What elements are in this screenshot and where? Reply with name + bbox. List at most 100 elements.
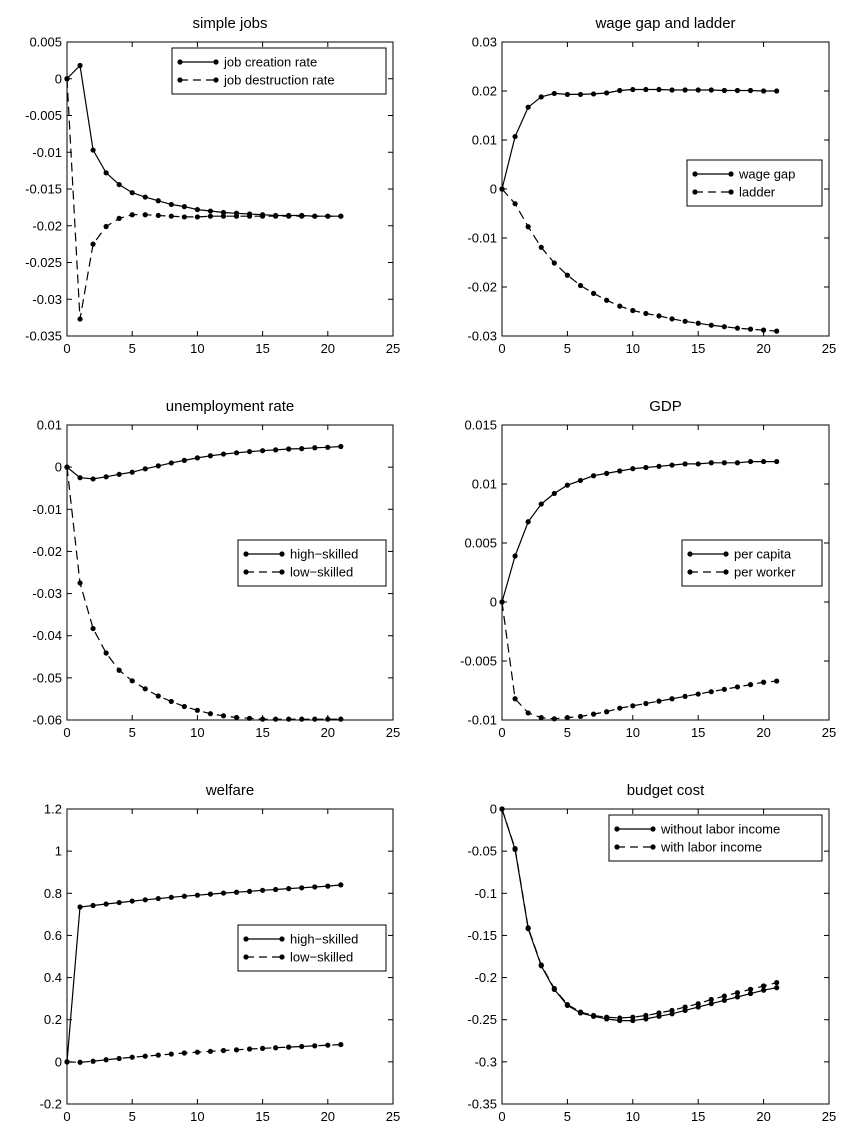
x-tick-label: 15 — [691, 341, 705, 356]
legend-marker — [728, 171, 734, 177]
data-point — [103, 223, 109, 230]
y-tick-label: -0.05 — [467, 844, 497, 859]
x-tick-label: 0 — [498, 725, 505, 740]
data-point — [761, 327, 767, 333]
data-point — [525, 104, 531, 110]
data-point — [312, 884, 318, 890]
y-tick-label: -0.01 — [32, 502, 62, 517]
x-tick-label: 20 — [321, 725, 335, 740]
data-point — [312, 716, 318, 722]
data-point — [64, 464, 70, 470]
data-point — [299, 213, 305, 219]
legend-label: job creation rate — [223, 55, 317, 70]
data-point — [181, 893, 187, 899]
data-point — [590, 1012, 597, 1019]
x-tick-label: 20 — [321, 341, 335, 356]
data-point — [774, 980, 780, 986]
y-tick-label: -0.02 — [32, 544, 62, 559]
x-tick-label: 25 — [822, 725, 836, 740]
series-line-0 — [66, 445, 341, 480]
data-point — [656, 313, 662, 319]
data-point — [643, 464, 649, 471]
x-tick-label: 20 — [756, 1109, 770, 1124]
x-tick-label: 0 — [63, 341, 70, 356]
x-tick-label: 5 — [564, 725, 571, 740]
data-point — [286, 1044, 292, 1050]
data-point — [286, 213, 292, 219]
legend-marker — [723, 551, 729, 557]
legend-marker — [723, 569, 729, 575]
chart-panel-5: budget cost 0 5 10 15 20 25 0 -0.05 -0.1 -0.15 -0.2… — [467, 782, 836, 1124]
legend-marker — [279, 569, 285, 575]
data-point — [260, 887, 266, 893]
data-point — [246, 888, 253, 894]
data-point — [325, 213, 331, 219]
data-point — [682, 318, 688, 324]
legend-marker — [614, 844, 620, 850]
data-point — [669, 462, 675, 468]
y-tick-label: 0.005 — [29, 35, 62, 50]
x-tick-label: 0 — [63, 1109, 70, 1124]
chart-panel-3: GDP 0 5 10 15 20 25 0.015 0.01 0.005 0 -0.005 -0.01 p… — [460, 398, 836, 740]
data-point — [116, 215, 122, 221]
data-point — [325, 883, 331, 889]
y-tick-label: 0.2 — [44, 1012, 62, 1027]
data-point — [129, 190, 135, 196]
y-tick-label: -0.035 — [25, 329, 62, 344]
legend-label: low−skilled — [290, 950, 353, 965]
data-point — [761, 88, 767, 94]
x-tick-label: 5 — [129, 1109, 136, 1124]
data-point — [260, 716, 266, 722]
data-point — [669, 696, 675, 702]
data-point — [207, 1048, 214, 1054]
data-point — [577, 282, 584, 289]
legend-marker — [213, 77, 219, 83]
legend-label: high−skilled — [290, 547, 358, 562]
data-point — [512, 696, 518, 702]
y-tick-label: 0 — [490, 595, 497, 610]
data-point — [708, 87, 714, 93]
data-point — [682, 87, 688, 93]
x-tick-label: 25 — [822, 341, 836, 356]
chart-title: simple jobs — [192, 15, 267, 32]
y-tick-label: 0 — [55, 460, 62, 475]
data-point — [129, 212, 135, 218]
data-point — [129, 898, 135, 904]
data-point — [774, 985, 780, 991]
data-point — [181, 1050, 187, 1056]
x-tick-label: 20 — [756, 725, 770, 740]
data-point — [761, 983, 767, 989]
legend-label: low−skilled — [290, 565, 353, 580]
x-tick-label: 10 — [190, 725, 204, 740]
data-point — [207, 213, 214, 219]
data-point — [194, 214, 200, 220]
data-point — [142, 1053, 148, 1059]
y-tick-label: -0.01 — [32, 145, 62, 160]
legend-marker — [177, 59, 183, 65]
data-point — [299, 1043, 305, 1050]
data-point — [695, 461, 701, 467]
data-point — [312, 445, 318, 451]
series-line-1 — [66, 467, 341, 720]
chart-title: budget cost — [627, 782, 705, 799]
data-point — [286, 446, 292, 452]
data-point — [564, 91, 571, 98]
data-point — [220, 451, 227, 457]
data-point — [499, 806, 505, 812]
data-point — [299, 885, 305, 891]
data-point — [207, 711, 214, 717]
y-tick-label: -0.06 — [32, 713, 62, 728]
data-point — [747, 990, 754, 997]
data-point — [220, 209, 227, 216]
data-point — [220, 713, 227, 719]
series-line-1 — [501, 601, 777, 720]
legend-marker — [687, 551, 693, 557]
data-point — [551, 90, 557, 97]
plot-area — [501, 424, 830, 721]
data-point — [142, 686, 148, 692]
y-tick-label: -0.01 — [467, 713, 497, 728]
data-point — [246, 448, 253, 455]
data-point — [155, 895, 161, 902]
data-point — [338, 443, 344, 450]
data-point — [643, 86, 649, 93]
